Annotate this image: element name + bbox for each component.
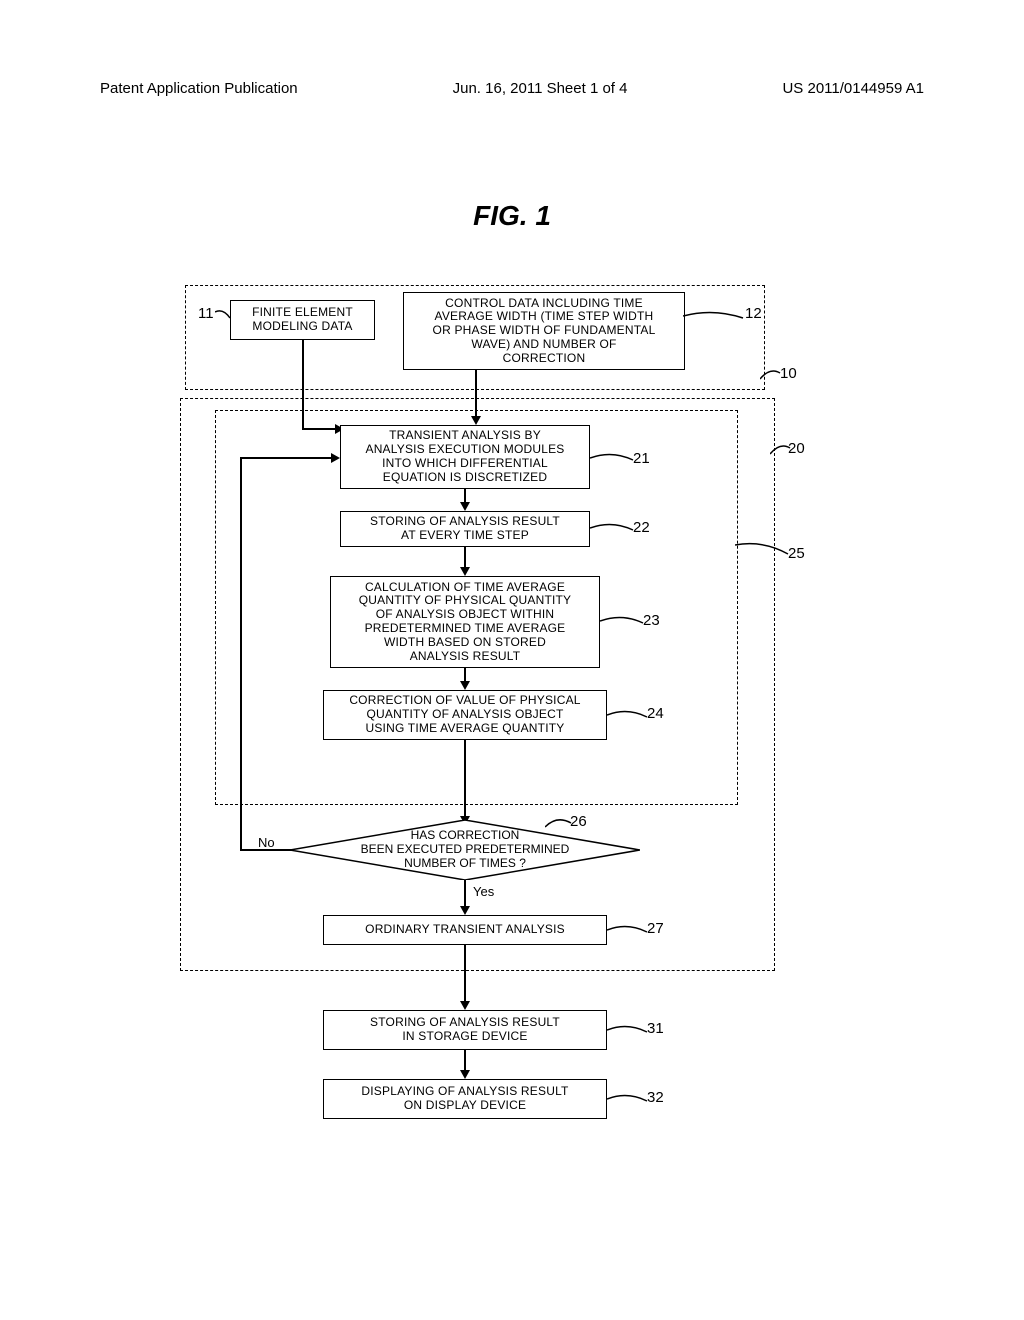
- ref-31: 31: [647, 1020, 664, 1037]
- label-no: No: [258, 835, 275, 850]
- arrow-27-31: [464, 945, 466, 1003]
- diamond-26: HAS CORRECTION BEEN EXECUTED PREDETERMIN…: [290, 820, 640, 880]
- ref-32: 32: [647, 1089, 664, 1106]
- no-h2: [240, 457, 333, 459]
- leader-24: [607, 707, 649, 728]
- ref-11: 11: [198, 305, 214, 322]
- box-21-text: TRANSIENT ANALYSIS BY ANALYSIS EXECUTION…: [365, 429, 564, 484]
- flowchart: FINITE ELEMENT MODELING DATA 11 CONTROL …: [175, 280, 850, 1150]
- box-11-text: FINITE ELEMENT MODELING DATA: [252, 306, 353, 334]
- box-12-text: CONTROL DATA INCLUDING TIME AVERAGE WIDT…: [433, 297, 656, 366]
- arrowhead-31-32: [460, 1070, 470, 1079]
- header-center: Jun. 16, 2011 Sheet 1 of 4: [453, 80, 628, 97]
- leader-26: [545, 815, 573, 836]
- box-24-text: CORRECTION OF VALUE OF PHYSICAL QUANTITY…: [349, 694, 580, 735]
- ref-23: 23: [643, 612, 660, 629]
- header-left: Patent Application Publication: [100, 80, 298, 97]
- header-right: US 2011/0144959 A1: [782, 80, 924, 97]
- box-22-text: STORING OF ANALYSIS RESULT AT EVERY TIME…: [370, 515, 560, 543]
- leader-27: [607, 922, 649, 943]
- arrow-31-32: [464, 1050, 466, 1072]
- arrowhead-22-23: [460, 567, 470, 576]
- label-yes: Yes: [473, 884, 494, 899]
- box-27: ORDINARY TRANSIENT ANALYSIS: [323, 915, 607, 945]
- arrowhead-27-31: [460, 1001, 470, 1010]
- box-12: CONTROL DATA INCLUDING TIME AVERAGE WIDT…: [403, 292, 685, 370]
- leader-32: [607, 1091, 649, 1112]
- ref-12: 12: [745, 305, 762, 322]
- page-header: Patent Application Publication Jun. 16, …: [0, 80, 1024, 97]
- leader-12: [683, 308, 745, 329]
- no-v: [240, 457, 242, 851]
- leader-11: [215, 308, 233, 327]
- leader-21: [590, 450, 635, 471]
- box-31: STORING OF ANALYSIS RESULT IN STORAGE DE…: [323, 1010, 607, 1050]
- no-h1: [240, 849, 292, 851]
- leader-10: [760, 365, 782, 388]
- leader-23: [600, 613, 645, 634]
- box-21: TRANSIENT ANALYSIS BY ANALYSIS EXECUTION…: [340, 425, 590, 489]
- diamond-26-text: HAS CORRECTION BEEN EXECUTED PREDETERMIN…: [290, 820, 640, 880]
- leader-25: [735, 540, 790, 565]
- arrowhead-23-24: [460, 681, 470, 690]
- ref-25: 25: [788, 545, 805, 562]
- ref-27: 27: [647, 920, 664, 937]
- leader-20: [770, 440, 792, 463]
- ref-24: 24: [647, 705, 664, 722]
- box-22: STORING OF ANALYSIS RESULT AT EVERY TIME…: [340, 511, 590, 547]
- ref-21: 21: [633, 450, 650, 467]
- arrow-24-26: [464, 740, 466, 818]
- arrow-26-27: [464, 880, 466, 908]
- arrowhead-no: [331, 453, 340, 463]
- leader-31: [607, 1022, 649, 1043]
- arrowhead-26-27: [460, 906, 470, 915]
- box-23-text: CALCULATION OF TIME AVERAGE QUANTITY OF …: [359, 581, 572, 664]
- box-23: CALCULATION OF TIME AVERAGE QUANTITY OF …: [330, 576, 600, 668]
- box-24: CORRECTION OF VALUE OF PHYSICAL QUANTITY…: [323, 690, 607, 740]
- arrowhead-21-22: [460, 502, 470, 511]
- figure-title: FIG. 1: [0, 200, 1024, 232]
- box-11: FINITE ELEMENT MODELING DATA: [230, 300, 375, 340]
- box-27-text: ORDINARY TRANSIENT ANALYSIS: [365, 923, 565, 937]
- arrow-22-23: [464, 547, 466, 569]
- ref-22: 22: [633, 519, 650, 536]
- box-31-text: STORING OF ANALYSIS RESULT IN STORAGE DE…: [370, 1016, 560, 1044]
- leader-22: [590, 520, 635, 541]
- box-32-text: DISPLAYING OF ANALYSIS RESULT ON DISPLAY…: [361, 1085, 568, 1113]
- ref-10: 10: [780, 365, 797, 382]
- box-32: DISPLAYING OF ANALYSIS RESULT ON DISPLAY…: [323, 1079, 607, 1119]
